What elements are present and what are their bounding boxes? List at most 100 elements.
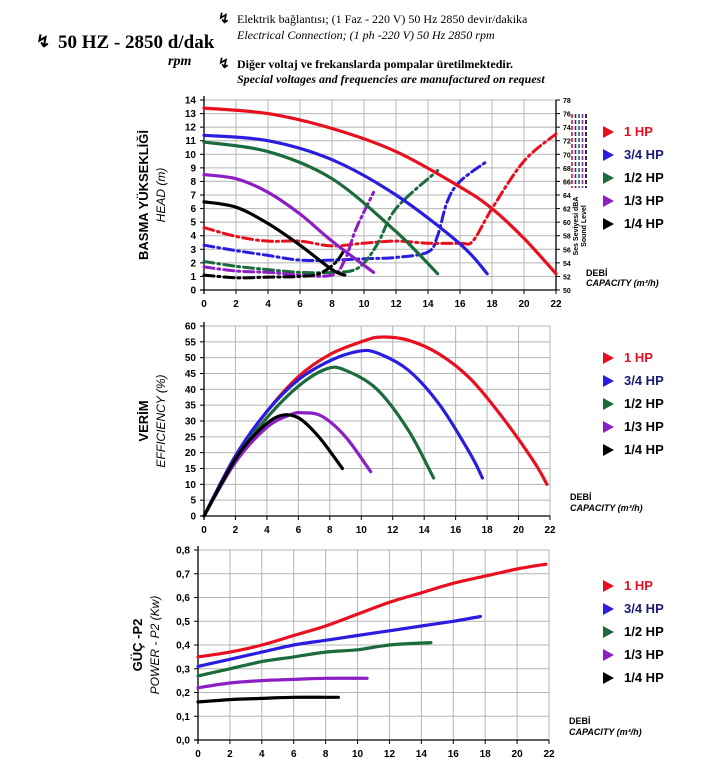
sound-curve-1-hp <box>202 132 558 248</box>
x-tick-label: 18 <box>480 749 492 760</box>
right-y-tick-label: 50 <box>563 288 571 295</box>
y-tick-label: 12 <box>185 123 197 134</box>
y-tick-label: 20 <box>185 448 197 459</box>
x-tick-label: 2 <box>233 299 239 310</box>
x-tick-label: 18 <box>482 525 494 536</box>
x-tick-label: 4 <box>265 299 271 310</box>
y-tick-label: 35 <box>185 401 197 412</box>
y-tick-label: 7 <box>190 191 196 202</box>
curve-3-4-hp <box>196 614 482 668</box>
y-tick-label: 40 <box>185 385 197 396</box>
x-tick-label: 10 <box>352 749 364 760</box>
sound-curve-1-4-hp <box>202 247 347 280</box>
y-tick-label: 1 <box>190 272 196 283</box>
x-tick-label: 22 <box>544 525 556 536</box>
legend-triangle-icon <box>603 602 614 615</box>
x-tick-label: 22 <box>543 749 555 760</box>
right-y-tick-label: 78 <box>563 98 571 105</box>
y-tick-label: 10 <box>185 480 197 491</box>
legend-triangle-icon <box>603 217 614 230</box>
curve-1-3-hp <box>202 411 373 518</box>
y-tick-label: 5 <box>190 218 196 229</box>
bolt-icon: ↯ <box>218 10 230 26</box>
curve-1-hp <box>196 562 548 659</box>
legend-item-1-4-hp: 1/4 HP <box>603 216 664 231</box>
y-axis-subtitle: HEAD (m) <box>154 168 168 223</box>
legend-item-1-hp: 1 HP <box>603 578 653 593</box>
legend-triangle-icon <box>603 671 614 684</box>
legend-triangle-icon <box>603 194 614 207</box>
right-y-tick-label: 58 <box>563 234 571 241</box>
legend-triangle-icon <box>603 125 614 138</box>
legend-triangle-icon <box>603 351 614 364</box>
legend-item-1-4-hp: 1/4 HP <box>603 670 664 685</box>
y-tick-label: 0 <box>190 286 196 297</box>
right-y-tick-label: 74 <box>563 125 571 132</box>
legend-item-1-3-hp: 1/3 HP <box>603 193 664 208</box>
x-tick-label: 20 <box>512 749 524 760</box>
y-tick-label: 60 <box>185 322 197 333</box>
y-tick-label: 0,5 <box>176 617 190 628</box>
legend-item-1-3-hp: 1/3 HP <box>603 419 664 434</box>
legend-label: 1/2 HP <box>624 396 664 411</box>
curve-1-hp <box>202 106 558 276</box>
legend-triangle-icon <box>603 420 614 433</box>
x-tick-label: 14 <box>419 525 431 536</box>
y-tick-label: 0,7 <box>176 569 190 580</box>
x-tick-label: 16 <box>450 525 462 536</box>
curve-3-4-hp <box>202 133 489 276</box>
curve-1-2-hp <box>196 641 433 678</box>
x-tick-label: 6 <box>291 749 297 760</box>
y-tick-label: 0,3 <box>176 664 190 675</box>
x-tick-label: 8 <box>323 749 329 760</box>
legend-triangle-icon <box>603 648 614 661</box>
x-tick-label: 0 <box>201 525 207 536</box>
x-tick-label: 6 <box>297 299 303 310</box>
curve-3-4-hp <box>202 348 484 518</box>
legend-item-3-4-hp: 3/4 HP <box>603 373 664 388</box>
x-tick-label: 12 <box>384 749 396 760</box>
legend-label: 3/4 HP <box>624 601 664 616</box>
rpm-label: rpm <box>168 54 192 69</box>
x-tick-label: 4 <box>264 525 270 536</box>
y-tick-label: 11 <box>185 136 196 147</box>
legend-label: 1 HP <box>624 350 653 365</box>
y-tick-label: 5 <box>190 496 196 507</box>
sound-curve-3-4-hp <box>202 159 489 263</box>
x-tick-label: 12 <box>390 299 402 310</box>
legend-triangle-icon <box>603 443 614 456</box>
y-axis-subtitle: EFFICIENCY (%) <box>154 374 168 467</box>
right-y-tick-label: 68 <box>563 166 571 173</box>
y-tick-label: 9 <box>190 163 196 174</box>
electrical-connection-tr: Elektrik bağlantısı; (1 Faz - 220 V) 50 … <box>237 12 528 26</box>
chart-2: 0 2 4 6 8 10 12 14 16 18 20 22 0 5 10 15 20 25 30 35 40 45 50 5… <box>136 322 643 537</box>
legend-label: 1/3 HP <box>624 193 664 208</box>
legend-label: 1/4 HP <box>624 670 664 685</box>
x-tick-label: 2 <box>233 525 239 536</box>
legend-label: 1/4 HP <box>624 216 664 231</box>
y-tick-label: 25 <box>185 432 197 443</box>
y-axis-subtitle: POWER - P2 (Kw) <box>148 596 162 695</box>
curve-1-4-hp <box>202 413 344 518</box>
legend-label: 1/2 HP <box>624 170 664 185</box>
legend-triangle-icon <box>603 171 614 184</box>
legend-label: 3/4 HP <box>624 373 664 388</box>
y-tick-label: 0,2 <box>176 688 190 699</box>
x-axis-title: DEBİ <box>570 492 592 502</box>
y-tick-label: 0,6 <box>176 593 190 604</box>
right-y-tick-label: 72 <box>563 139 571 146</box>
x-tick-label: 0 <box>195 749 201 760</box>
x-tick-label: 4 <box>259 749 265 760</box>
legend-item-1-2-hp: 1/2 HP <box>603 624 664 639</box>
y-tick-label: 0,8 <box>176 546 190 557</box>
y-tick-label: 14 <box>185 96 197 107</box>
legend-triangle-icon <box>603 148 614 161</box>
x-tick-label: 6 <box>296 525 302 536</box>
legend-item-1-3-hp: 1/3 HP <box>603 647 664 662</box>
x-tick-label: 12 <box>387 525 399 536</box>
y-axis-title: BASMA YÜKSEKLİĞİ <box>136 130 151 260</box>
x-tick-label: 16 <box>454 299 466 310</box>
y-tick-label: 15 <box>185 464 197 475</box>
bolt-icon: ↯ <box>218 55 230 71</box>
voltage-note-tr: Diğer voltaj ve frekanslarda pompalar ür… <box>237 57 513 71</box>
